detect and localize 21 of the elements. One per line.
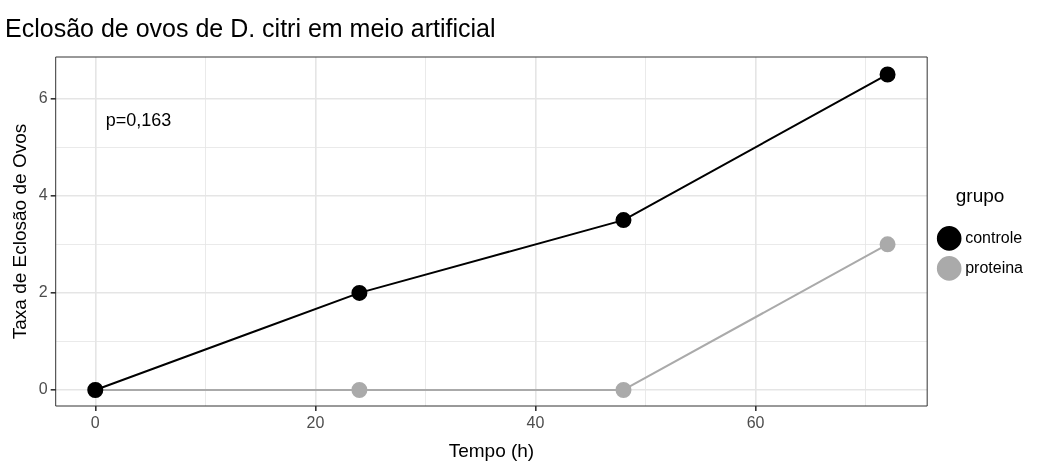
point: [879, 236, 896, 253]
x-tick-label: 20: [306, 414, 325, 432]
y-tick-label: 2: [38, 283, 48, 301]
point: [351, 284, 368, 301]
x-tick-label: 0: [90, 414, 100, 432]
x-tick-label: 60: [746, 414, 765, 432]
y-tick-label: 0: [38, 380, 48, 398]
x-tick-label: 40: [526, 414, 545, 432]
point: [615, 212, 632, 229]
legend-label: proteina: [965, 258, 1024, 276]
y-tick-label: 4: [38, 186, 48, 204]
point: [351, 381, 368, 398]
annotation: p=0,163: [105, 109, 172, 130]
y-axis-title: Taxa de Eclosão de Ovos: [8, 123, 30, 340]
legend-label: controle: [965, 228, 1023, 246]
point: [879, 66, 896, 83]
chart-title: Eclosão de ovos de D. citri em meio artificial: [5, 13, 496, 42]
legend-title: grupo: [955, 185, 1005, 207]
y-tick-label: 6: [38, 89, 48, 107]
point: [615, 381, 632, 398]
x-axis-title: Tempo (h): [448, 439, 535, 461]
